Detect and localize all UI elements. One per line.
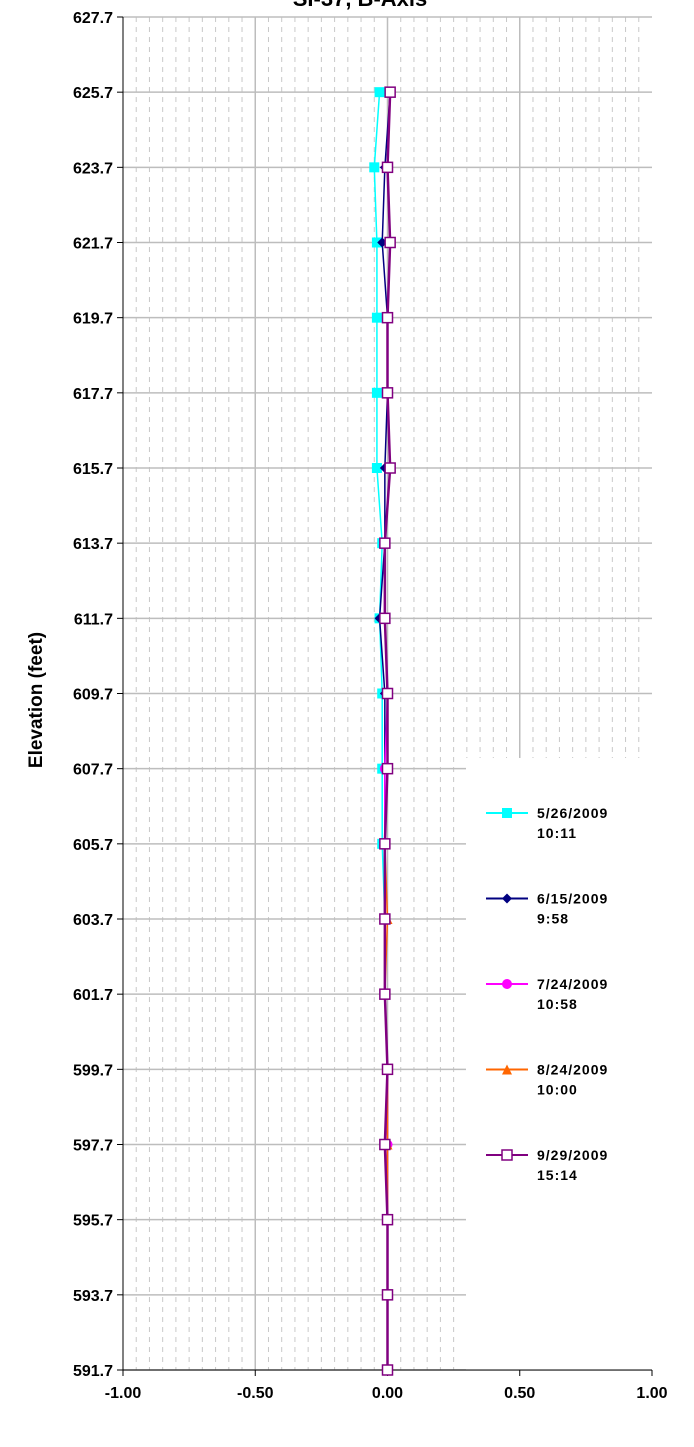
legend-label-time: 10:00 xyxy=(537,1082,578,1098)
y-tick-label: 603.7 xyxy=(73,912,113,929)
x-tick-label: 0.00 xyxy=(372,1385,403,1402)
x-tick-labels: -1.00 -0.50 0.00 0.50 1.00 xyxy=(105,1370,668,1402)
legend-entry: 8/24/2009 10:00 xyxy=(486,1062,608,1098)
y-tick-label: 611.7 xyxy=(74,611,113,628)
legend-entry: 5/26/2009 10:11 xyxy=(486,805,608,841)
legend-marker xyxy=(502,979,512,989)
legend-label-time: 9:58 xyxy=(537,911,569,927)
legend-marker xyxy=(502,808,512,818)
y-tick-label: 623.7 xyxy=(73,160,113,177)
y-tick-label: 595.7 xyxy=(73,1213,113,1230)
x-tick-label: -0.50 xyxy=(237,1385,274,1402)
x-tick-label: 1.00 xyxy=(636,1385,667,1402)
data-point xyxy=(371,312,382,323)
y-tick-label: 599.7 xyxy=(73,1062,113,1079)
y-tick-label: 625.7 xyxy=(73,85,113,102)
legend: 5/26/2009 10:11 6/15/2009 9:58 7/24/2009 10:5… xyxy=(486,805,608,1183)
legend-label-time: 10:11 xyxy=(537,825,577,841)
y-tick-label: 601.7 xyxy=(73,987,113,1004)
data-point xyxy=(379,612,391,625)
data-point xyxy=(371,387,382,398)
series-5 xyxy=(379,86,396,1376)
y-tick-label: 607.7 xyxy=(73,762,113,779)
y-tick-label: 609.7 xyxy=(73,687,113,704)
legend-entry: 7/24/2009 10:58 xyxy=(486,976,608,1012)
legend-marker xyxy=(502,1064,512,1075)
data-point xyxy=(379,838,391,850)
legend-label: 9/29/2009 xyxy=(537,1147,608,1163)
legend-entry: 9/29/2009 15:14 xyxy=(486,1147,608,1183)
x-tick-label: 0.50 xyxy=(504,1385,535,1402)
x-tick-label: -1.00 xyxy=(105,1385,142,1402)
data-series xyxy=(369,86,396,1376)
y-tick-labels: 591.7 593.7 595.7 597.7 599.7 601.7 603.7 605.7… xyxy=(73,10,123,1380)
data-point xyxy=(371,237,382,248)
data-point xyxy=(369,162,380,173)
y-tick-label: 617.7 xyxy=(73,386,113,403)
y-tick-label: 591.7 xyxy=(73,1363,113,1380)
data-point xyxy=(384,462,396,474)
y-tick-label: 613.7 xyxy=(73,536,113,553)
data-point xyxy=(381,687,394,700)
data-point xyxy=(384,236,396,249)
data-point xyxy=(374,87,385,98)
series-line xyxy=(383,92,392,1370)
legend-label: 8/24/2009 xyxy=(537,1062,608,1078)
y-tick-label: 627.7 xyxy=(73,10,113,27)
data-point xyxy=(381,387,394,399)
y-tick-label: 621.7 xyxy=(73,236,113,253)
legend-background xyxy=(466,758,691,1370)
data-point xyxy=(371,463,382,473)
y-tick-label: 615.7 xyxy=(73,461,113,478)
legend-label: 6/15/2009 xyxy=(537,891,608,907)
data-point xyxy=(381,1063,394,1076)
legend-label-time: 10:58 xyxy=(537,996,578,1012)
chart-title: SI-37, B-Axis xyxy=(293,0,428,11)
data-point xyxy=(381,161,394,174)
data-point xyxy=(379,913,391,925)
y-tick-label: 619.7 xyxy=(73,311,113,328)
y-tick-label: 605.7 xyxy=(73,837,113,854)
data-point xyxy=(381,1213,394,1226)
legend-marker xyxy=(502,893,512,904)
legend-label: 5/26/2009 xyxy=(537,805,608,821)
y-tick-label: 597.7 xyxy=(73,1138,113,1155)
legend-label-time: 15:14 xyxy=(537,1167,578,1183)
data-point xyxy=(379,1138,391,1151)
data-point xyxy=(381,1364,394,1376)
data-point xyxy=(379,988,391,1000)
data-point xyxy=(379,537,391,549)
y-tick-label: 593.7 xyxy=(73,1288,113,1305)
y-axis-label: Elevation (feet) xyxy=(26,632,47,768)
data-point xyxy=(381,1289,394,1301)
legend-entry: 6/15/2009 9:58 xyxy=(486,891,608,927)
legend-marker xyxy=(501,1149,513,1161)
legend-label: 7/24/2009 xyxy=(537,976,608,992)
data-point xyxy=(384,86,396,98)
data-point xyxy=(381,762,394,775)
data-point xyxy=(381,311,394,324)
